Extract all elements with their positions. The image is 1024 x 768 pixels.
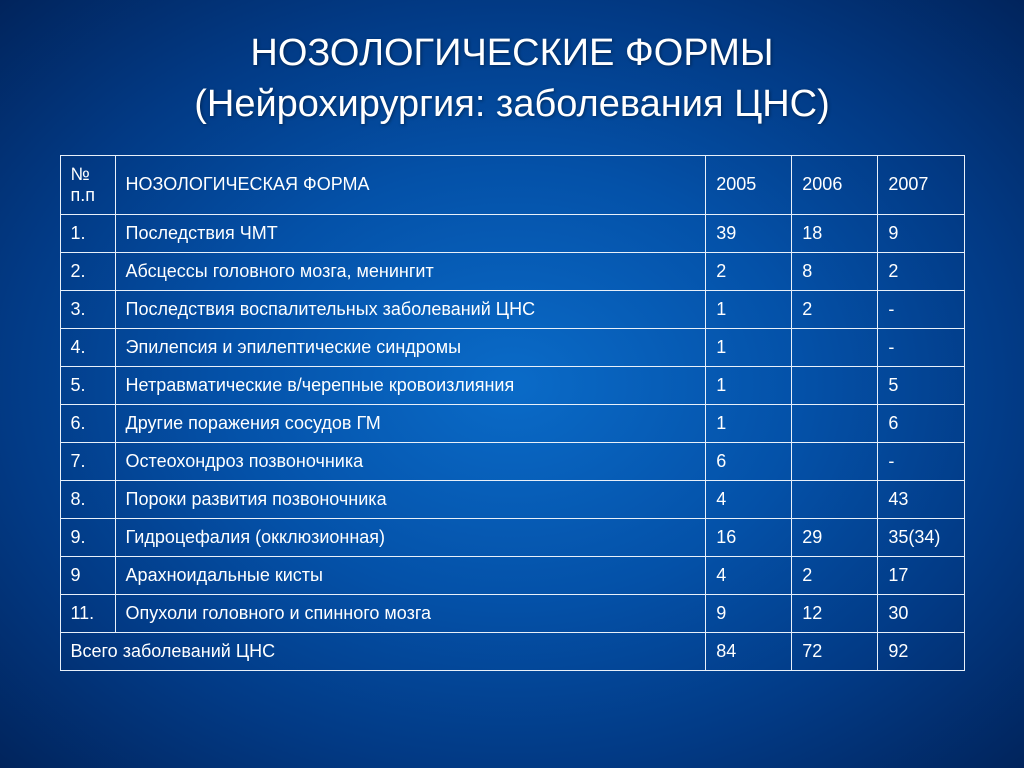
row-num: 6. xyxy=(60,404,115,442)
col-header-name: НОЗОЛОГИЧЕСКАЯ ФОРМА xyxy=(115,155,706,214)
row-2005: 4 xyxy=(706,480,792,518)
col-header-2006: 2006 xyxy=(792,155,878,214)
row-2005: 39 xyxy=(706,214,792,252)
table-row: 9.Гидроцефалия (окклюзионная)162935(34) xyxy=(60,518,964,556)
row-name: Абсцессы головного мозга, менингит xyxy=(115,252,706,290)
total-2007: 92 xyxy=(878,632,964,670)
row-2007: 5 xyxy=(878,366,964,404)
table-row: 3.Последствия воспалительных заболеваний… xyxy=(60,290,964,328)
row-name: Эпилепсия и эпилептические синдромы xyxy=(115,328,706,366)
row-2006: 2 xyxy=(792,556,878,594)
table-row: 5.Нетравматические в/черепные кровоизлия… xyxy=(60,366,964,404)
row-2006: 2 xyxy=(792,290,878,328)
row-num: 9 xyxy=(60,556,115,594)
row-num: 4. xyxy=(60,328,115,366)
title-line-2: (Нейрохирургия: заболевания ЦНС) xyxy=(194,79,830,130)
row-name: Опухоли головного и спинного мозга xyxy=(115,594,706,632)
row-name: Последствия воспалительных заболеваний Ц… xyxy=(115,290,706,328)
row-2006 xyxy=(792,366,878,404)
row-2006: 12 xyxy=(792,594,878,632)
row-2005: 1 xyxy=(706,404,792,442)
row-2007: 30 xyxy=(878,594,964,632)
row-2007: - xyxy=(878,290,964,328)
table-header-row: № п.п НОЗОЛОГИЧЕСКАЯ ФОРМА 2005 2006 200… xyxy=(60,155,964,214)
col-header-num: № п.п xyxy=(60,155,115,214)
row-2005: 1 xyxy=(706,328,792,366)
row-name: Арахноидальные кисты xyxy=(115,556,706,594)
row-num: 8. xyxy=(60,480,115,518)
row-name: Остеохондроз позвоночника xyxy=(115,442,706,480)
table-row: 8.Пороки развития позвоночника4 43 xyxy=(60,480,964,518)
row-name: Нетравматические в/черепные кровоизлияни… xyxy=(115,366,706,404)
row-2007: 6 xyxy=(878,404,964,442)
row-num: 2. xyxy=(60,252,115,290)
row-name: Гидроцефалия (окклюзионная) xyxy=(115,518,706,556)
row-2007: 43 xyxy=(878,480,964,518)
col-header-2005: 2005 xyxy=(706,155,792,214)
total-2006: 72 xyxy=(792,632,878,670)
row-2007: - xyxy=(878,442,964,480)
row-name: Пороки развития позвоночника xyxy=(115,480,706,518)
row-2005: 1 xyxy=(706,290,792,328)
row-2006 xyxy=(792,480,878,518)
row-2006 xyxy=(792,404,878,442)
row-name: Другие поражения сосудов ГМ xyxy=(115,404,706,442)
row-2005: 2 xyxy=(706,252,792,290)
table-row: 6.Другие поражения сосудов ГМ1 6 xyxy=(60,404,964,442)
title-line-1: НОЗОЛОГИЧЕСКИЕ ФОРМЫ xyxy=(194,28,830,79)
row-2007: 9 xyxy=(878,214,964,252)
row-2006: 18 xyxy=(792,214,878,252)
row-2006 xyxy=(792,442,878,480)
total-label: Всего заболеваний ЦНС xyxy=(60,632,706,670)
row-num: 7. xyxy=(60,442,115,480)
table-row: 1.Последствия ЧМТ39189 xyxy=(60,214,964,252)
row-2006: 29 xyxy=(792,518,878,556)
row-2007: 35(34) xyxy=(878,518,964,556)
table-row: 4.Эпилепсия и эпилептические синдромы1 - xyxy=(60,328,964,366)
nosology-table: № п.п НОЗОЛОГИЧЕСКАЯ ФОРМА 2005 2006 200… xyxy=(60,155,965,671)
slide-title: НОЗОЛОГИЧЕСКИЕ ФОРМЫ (Нейрохирургия: заб… xyxy=(194,28,830,131)
row-2007: - xyxy=(878,328,964,366)
table-row: 9Арахноидальные кисты4217 xyxy=(60,556,964,594)
row-2005: 9 xyxy=(706,594,792,632)
row-2007: 17 xyxy=(878,556,964,594)
row-2005: 1 xyxy=(706,366,792,404)
row-2005: 4 xyxy=(706,556,792,594)
row-num: 1. xyxy=(60,214,115,252)
row-2005: 16 xyxy=(706,518,792,556)
row-2007: 2 xyxy=(878,252,964,290)
table-row: 7.Остеохондроз позвоночника6 - xyxy=(60,442,964,480)
row-name: Последствия ЧМТ xyxy=(115,214,706,252)
row-2006: 8 xyxy=(792,252,878,290)
row-2006 xyxy=(792,328,878,366)
col-header-2007: 2007 xyxy=(878,155,964,214)
table-total-row: Всего заболеваний ЦНС 84 72 92 xyxy=(60,632,964,670)
row-num: 11. xyxy=(60,594,115,632)
table-row: 2.Абсцессы головного мозга, менингит282 xyxy=(60,252,964,290)
total-2005: 84 xyxy=(706,632,792,670)
row-2005: 6 xyxy=(706,442,792,480)
row-num: 9. xyxy=(60,518,115,556)
row-num: 5. xyxy=(60,366,115,404)
row-num: 3. xyxy=(60,290,115,328)
table-row: 11.Опухоли головного и спинного мозга912… xyxy=(60,594,964,632)
